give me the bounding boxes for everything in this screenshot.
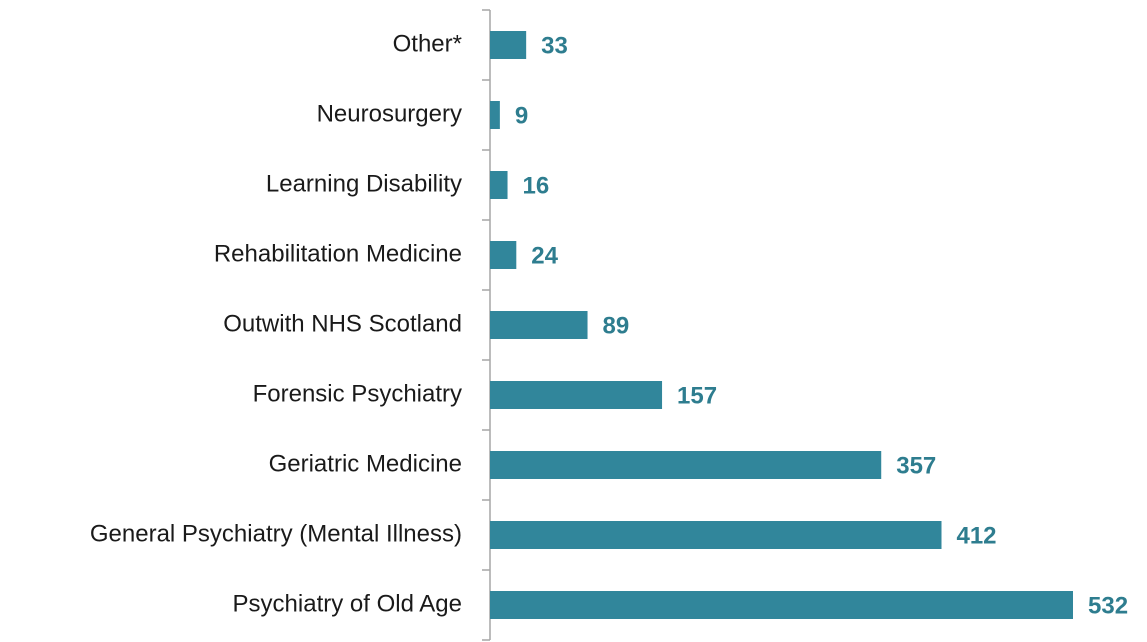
value-label: 157: [677, 382, 717, 409]
value-label: 412: [956, 522, 996, 549]
bar: [490, 101, 500, 129]
bar: [490, 31, 527, 59]
y-tick-label: Psychiatry of Old Age: [233, 590, 462, 617]
bar: [490, 241, 517, 269]
y-tick-label: Learning Disability: [266, 170, 462, 197]
bar: [490, 381, 663, 409]
value-label: 357: [896, 452, 936, 479]
bar: [490, 171, 508, 199]
value-label: 24: [531, 242, 558, 269]
value-label: 33: [541, 32, 568, 59]
value-label: 9: [515, 102, 528, 129]
y-tick-label: Neurosurgery: [317, 100, 462, 127]
value-label: 89: [603, 312, 630, 339]
bar: [490, 591, 1073, 619]
y-tick-label: Geriatric Medicine: [269, 450, 462, 477]
y-tick-label: Outwith NHS Scotland: [223, 310, 462, 337]
y-tick-label: Other*: [393, 30, 462, 57]
y-tick-label: Forensic Psychiatry: [253, 380, 462, 407]
bar: [490, 521, 942, 549]
value-label: 532: [1088, 592, 1128, 619]
bar: [490, 311, 588, 339]
bar: [490, 451, 882, 479]
y-tick-label: General Psychiatry (Mental Illness): [90, 520, 462, 547]
value-label: 16: [523, 172, 550, 199]
y-tick-label: Rehabilitation Medicine: [214, 240, 462, 267]
